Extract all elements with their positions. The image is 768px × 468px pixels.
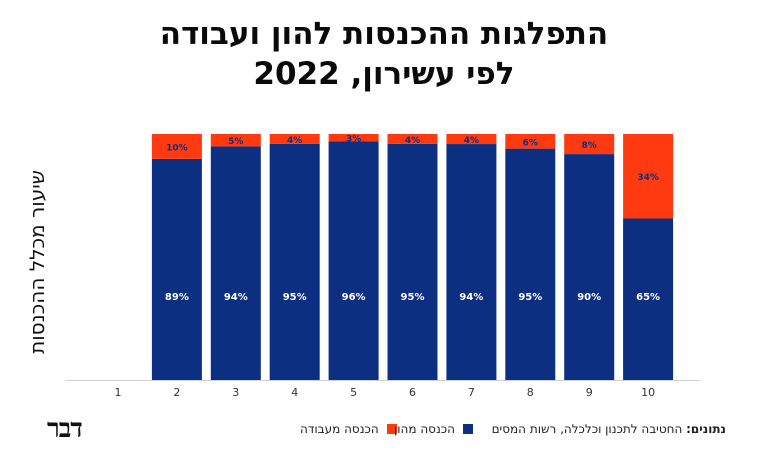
legend-swatch-capital — [462, 424, 473, 434]
bar-labor-5 — [328, 134, 379, 142]
x-tick-label-5: 5 — [350, 386, 357, 399]
davar-logo: דבר — [47, 414, 83, 444]
data-label-capital-4: 95% — [283, 292, 307, 303]
bar-labor-3 — [210, 134, 261, 147]
data-label-capital-10: 65% — [636, 292, 660, 303]
legend-label-capital: הכנסה מהון — [394, 422, 455, 436]
source-text: החטיבה לתכנון וכלכלה, רשות המסים — [491, 422, 683, 436]
data-label-capital-3: 94% — [224, 292, 248, 303]
x-tick-label-2: 2 — [173, 386, 180, 399]
bar-labor-8 — [505, 134, 556, 149]
data-label-labor-4: 4% — [287, 136, 302, 146]
data-label-capital-9: 90% — [577, 292, 601, 303]
data-label-capital-5: 96% — [342, 292, 366, 303]
legend-item-capital: הכנסה מהון — [394, 422, 473, 436]
bar-capital-10 — [623, 218, 674, 380]
source-note: נתונים: החטיבה לתכנון וכלכלה, רשות המסים — [492, 422, 726, 436]
legend-swatch-labor — [386, 424, 397, 434]
data-label-capital-2: 89% — [165, 292, 189, 303]
chart-title: התפלגות ההכנסות להון ועבודה לפי עשירון, … — [0, 14, 768, 94]
data-label-labor-5: 3% — [346, 135, 361, 145]
x-tick-label-3: 3 — [232, 386, 239, 399]
x-tick-label-7: 7 — [468, 386, 475, 399]
bar-labor-2 — [151, 134, 202, 159]
data-label-capital-7: 94% — [459, 292, 483, 303]
title-line-1: התפלגות ההכנסות להון ועבודה — [159, 16, 609, 52]
data-label-labor-6: 4% — [405, 136, 420, 146]
bar-labor-6 — [387, 134, 438, 144]
bar-capital-2 — [151, 158, 202, 380]
bar-capital-6 — [387, 143, 438, 380]
legend-label-labor: הכנסה מעבודה — [300, 422, 379, 436]
bar-capital-4 — [269, 143, 320, 380]
source-label: נתונים: — [686, 422, 726, 436]
x-tick-label-9: 9 — [586, 386, 593, 399]
bar-capital-3 — [210, 146, 261, 380]
bar-capital-7 — [446, 144, 497, 380]
bar-labor-10 — [623, 134, 674, 219]
title-line-2: לפי עשירון, 2022 — [253, 56, 515, 92]
data-label-labor-7: 4% — [464, 136, 479, 146]
x-tick-label-10: 10 — [641, 386, 655, 399]
data-label-labor-2: 10% — [166, 143, 188, 153]
data-label-capital-6: 95% — [401, 292, 425, 303]
bar-labor-9 — [564, 134, 615, 155]
x-tick-label-6: 6 — [409, 386, 416, 399]
x-tick-label-1: 1 — [115, 386, 122, 399]
data-label-labor-8: 6% — [523, 138, 538, 148]
data-label-labor-9: 8% — [582, 141, 597, 151]
bar-labor-4 — [269, 134, 320, 144]
legend-item-labor: הכנסה מעבודה — [300, 422, 397, 436]
bar-labor-7 — [446, 134, 497, 145]
data-label-labor-10: 34% — [637, 173, 659, 183]
data-label-capital-8: 95% — [518, 292, 542, 303]
x-tick-label-4: 4 — [291, 386, 298, 399]
data-label-labor-3: 5% — [228, 137, 243, 147]
bar-capital-9 — [564, 154, 615, 380]
bar-capital-5 — [328, 141, 379, 380]
x-tick-label-8: 8 — [527, 386, 534, 399]
bar-capital-8 — [505, 148, 556, 380]
